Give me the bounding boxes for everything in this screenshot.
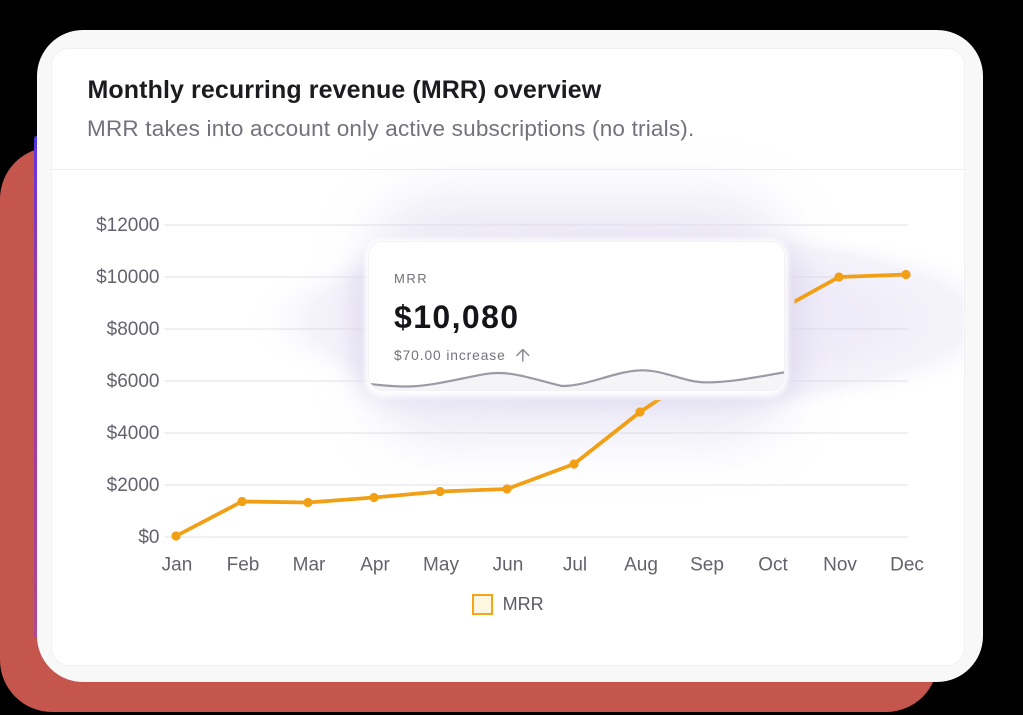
svg-text:May: May <box>423 555 459 576</box>
svg-text:$10000: $10000 <box>96 267 159 288</box>
svg-text:Dec: Dec <box>890 555 924 576</box>
svg-text:Aug: Aug <box>624 555 658 576</box>
svg-text:$0: $0 <box>138 527 159 548</box>
svg-text:Feb: Feb <box>227 555 260 576</box>
svg-text:Mar: Mar <box>293 555 326 576</box>
svg-text:Jul: Jul <box>563 555 587 576</box>
svg-text:Oct: Oct <box>758 555 788 576</box>
svg-text:Apr: Apr <box>360 555 390 576</box>
svg-text:$6000: $6000 <box>107 371 160 392</box>
svg-text:Nov: Nov <box>823 555 857 576</box>
svg-text:$8000: $8000 <box>107 319 160 340</box>
svg-text:Jun: Jun <box>493 555 524 576</box>
svg-text:Jan: Jan <box>162 555 193 576</box>
svg-text:$2000: $2000 <box>107 475 160 496</box>
svg-text:$12000: $12000 <box>96 215 159 236</box>
svg-text:Sep: Sep <box>690 555 724 576</box>
svg-text:$4000: $4000 <box>107 423 160 444</box>
